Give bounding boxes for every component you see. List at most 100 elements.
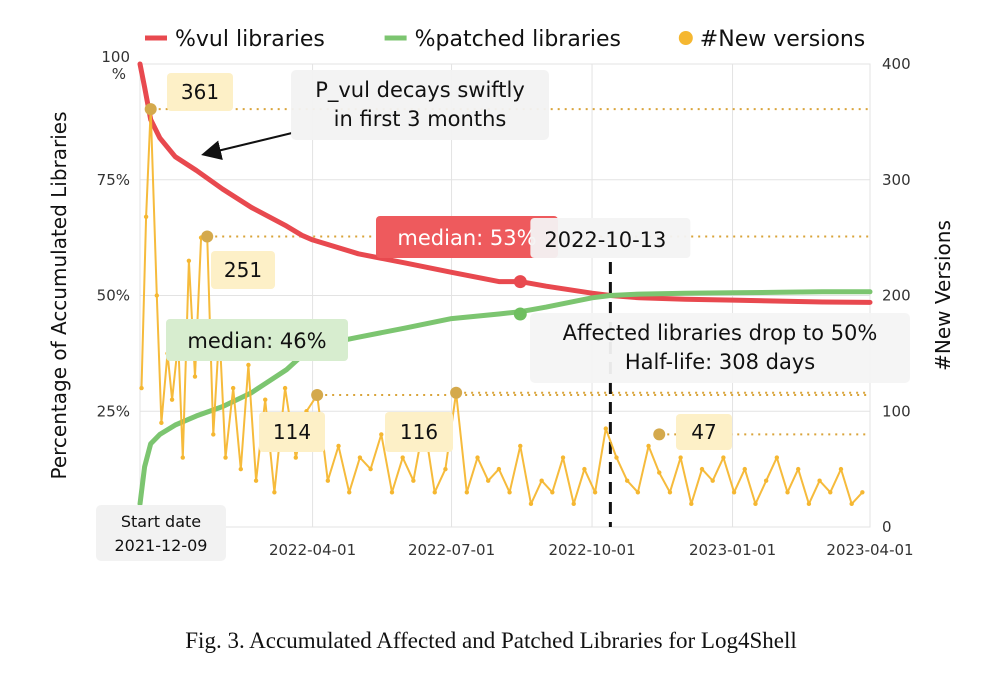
new-version-point — [796, 466, 801, 472]
callout-box — [291, 70, 549, 140]
new-version-point — [400, 455, 405, 460]
legend-label: %patched libraries — [415, 27, 621, 52]
new-version-point — [742, 466, 747, 472]
new-version-point — [246, 362, 251, 368]
new-version-point — [860, 490, 865, 495]
new-version-point — [253, 478, 259, 483]
callout-start-text-line: Start date — [121, 512, 201, 531]
new-version-point — [443, 466, 448, 472]
new-version-point — [753, 501, 758, 507]
new-version-point — [646, 443, 651, 449]
legend-label: #New versions — [700, 27, 865, 52]
median-label-patched: median: 46% — [187, 329, 326, 353]
new-version-point — [186, 258, 192, 263]
y-left-tick-label: 25% — [97, 402, 130, 420]
date-label: 2022-10-13 — [544, 228, 666, 252]
y-right-tick-label: 400 — [882, 55, 911, 73]
x-tick-label: 2023-01-01 — [689, 541, 776, 559]
y-left-axis-title: Percentage of Accumulated Libraries — [47, 111, 71, 479]
new-version-point — [411, 478, 416, 483]
y-right-axis-title: #New Versions — [931, 220, 955, 371]
y-right-tick-label: 100 — [882, 402, 911, 420]
callout-start-text: Start date 2021-12-09 — [115, 512, 208, 555]
annotation-box — [211, 251, 275, 289]
median-marker-patched — [513, 307, 527, 321]
y-right-tick-label: 0 — [882, 518, 892, 536]
new-version-point — [293, 455, 298, 460]
annotation-box — [676, 414, 732, 450]
callout-decay-text-line: in first 3 months — [334, 107, 507, 131]
callout-start-text-line: 2021-12-09 — [115, 536, 208, 555]
callout-halflife-text-line: Affected libraries drop to 50% — [563, 321, 878, 345]
new-version-point — [624, 478, 630, 483]
new-version-point — [139, 385, 144, 391]
median-box-vul — [376, 216, 558, 258]
new-version-point — [507, 490, 512, 495]
annotation-marker — [450, 386, 463, 399]
annotation-box — [259, 412, 325, 452]
new-version-point — [159, 420, 164, 426]
callout-arrow — [201, 132, 293, 160]
series-line-vullibraries — [137, 61, 873, 305]
annotation-label: 251 — [224, 258, 262, 282]
y-left-tick-label: 100 — [101, 48, 130, 66]
legend-label: %vul libraries — [175, 27, 325, 52]
new-version-point — [272, 490, 277, 495]
new-version-point — [828, 490, 833, 495]
new-version-point — [154, 293, 159, 298]
new-version-point — [379, 432, 384, 437]
annotation-marker — [653, 428, 666, 441]
new-version-point — [539, 478, 544, 483]
x-tick-label: 2023-04-01 — [826, 541, 913, 559]
new-version-point — [211, 432, 216, 437]
new-version-point — [582, 466, 587, 472]
new-version-point — [560, 455, 566, 460]
axes: 100% 75% 50% 25% 400 300 200 100 0 2022-04-01 2022… — [47, 48, 955, 559]
new-version-point — [838, 466, 844, 472]
new-version-point — [635, 490, 641, 495]
callout-box — [530, 313, 910, 383]
new-version-point — [763, 478, 769, 483]
new-version-point — [785, 490, 790, 495]
new-version-point — [678, 455, 683, 460]
new-version-point — [699, 466, 705, 472]
y-left-tick-label: % — [112, 65, 126, 83]
callout-decay-text-line: P_vul decays swiftly — [315, 78, 525, 103]
new-version-point — [806, 501, 812, 507]
annotation-marker — [201, 230, 214, 243]
new-version-point — [475, 455, 480, 460]
new-version-point — [496, 466, 502, 472]
new-version-point — [357, 455, 363, 460]
new-version-point — [657, 470, 662, 475]
y-left-tick-label: 50% — [97, 287, 130, 305]
new-version-point — [282, 385, 288, 391]
callout-box — [96, 505, 226, 561]
annotation-box — [167, 73, 233, 111]
series-line-newversions — [140, 108, 864, 505]
new-version-point — [432, 490, 437, 495]
annotation-marker — [311, 389, 324, 402]
new-version-point — [169, 397, 175, 402]
y-left-tick-label: 75% — [97, 171, 130, 189]
legend: %vul libraries %patched libraries #New ver… — [145, 27, 865, 52]
new-version-point — [192, 374, 198, 379]
date-box — [530, 218, 691, 258]
callout-halflife-text: Affected libraries drop to 50% Half-life:… — [563, 321, 878, 374]
annotation-box — [385, 412, 453, 452]
new-version-point — [731, 490, 737, 495]
new-version-point — [528, 501, 534, 507]
median-label-vul: median: 53% — [397, 226, 536, 250]
new-version-point — [263, 397, 268, 402]
figure-caption: Fig. 3. Accumulated Affected and Patched… — [185, 628, 797, 653]
chart-svg: 100% 75% 50% 25% 400 300 200 100 0 2022-04-01 2022… — [47, 27, 955, 561]
legend-swatch — [678, 31, 693, 45]
new-version-point — [774, 455, 780, 460]
new-version-point — [347, 490, 352, 495]
new-version-point — [849, 501, 854, 507]
new-version-point — [817, 478, 822, 483]
new-version-point — [614, 455, 619, 460]
new-version-point — [592, 490, 598, 495]
series-line-patchedlibraries — [137, 289, 873, 507]
annotation-label: 114 — [273, 420, 311, 444]
new-version-point — [143, 214, 149, 219]
